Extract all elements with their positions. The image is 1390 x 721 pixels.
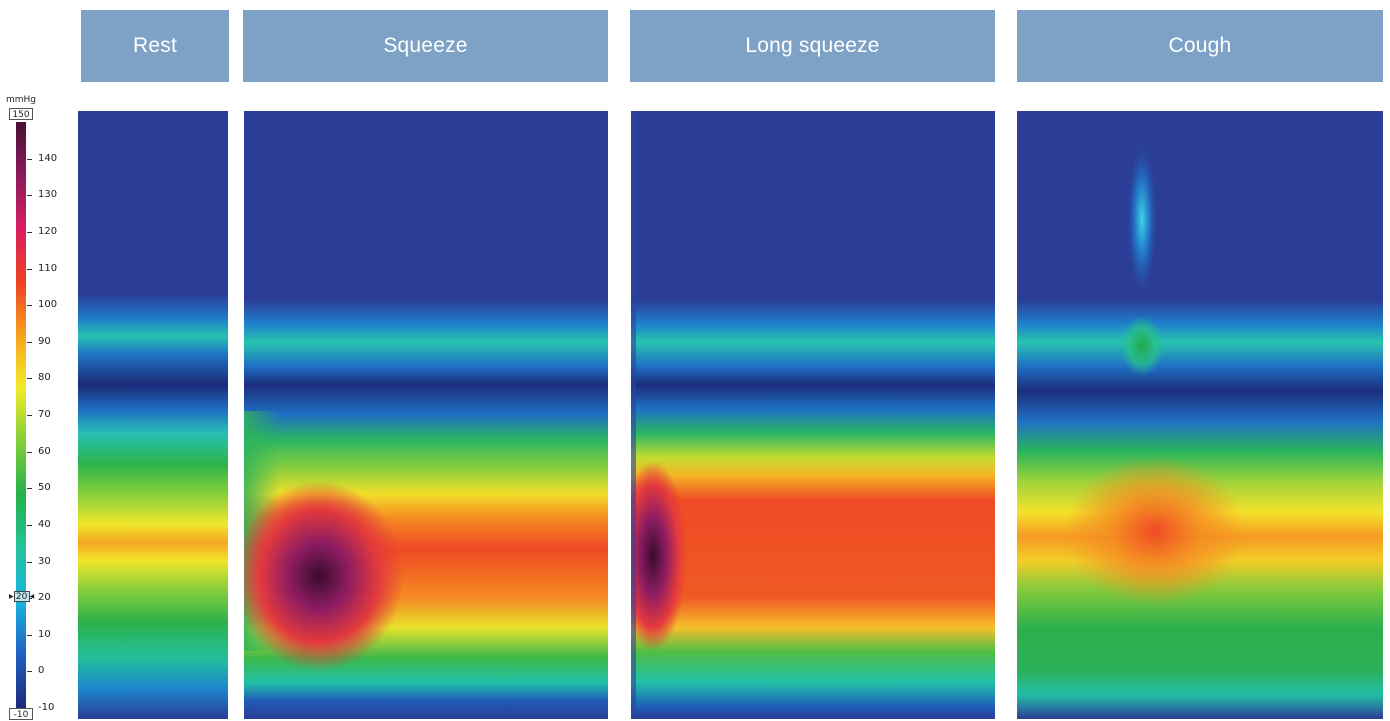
colorbar-tick-label: 100 (38, 299, 58, 311)
colorbar-tick-mark (27, 524, 32, 526)
heatmap-cough (1017, 111, 1383, 719)
colorbar-tick-label: 50 (38, 482, 51, 494)
colorbar-tick-label: 130 (38, 189, 58, 201)
colorbar-tick-mark (27, 415, 32, 416)
colorbar-tick-mark (27, 488, 32, 490)
colorbar-tick-mark (27, 305, 32, 307)
header-cough-label: Cough (1168, 34, 1232, 57)
colorbar-tick-mark (27, 195, 32, 197)
colorbar-marker[interactable]: ▶ 20 ◀ (9, 591, 34, 602)
colorbar-tick-label: 120 (38, 225, 58, 237)
heatmap-rest (78, 111, 228, 719)
marker-right-arrow-icon: ◀ (29, 593, 35, 600)
header-rest-label: Rest (133, 34, 177, 57)
colorbar-max-box[interactable]: 150 (9, 108, 33, 120)
colorbar-marker-value: 20 (13, 591, 30, 602)
header-cough: Cough (1017, 10, 1383, 82)
marker-left-arrow-icon: ▶ (9, 593, 14, 600)
colorbar-tick-mark (27, 378, 32, 380)
colorbar (16, 122, 26, 708)
colorbar-min-box[interactable]: -10 (9, 708, 33, 720)
colorbar-tick-label: -10 (38, 702, 55, 713)
colorbar-tick-mark (27, 231, 32, 233)
panel-squeeze (244, 111, 608, 719)
colorbar-tick-label: 0 (38, 665, 45, 677)
colorbar-tick-label: 40 (38, 518, 51, 530)
header-squeeze: Squeeze (243, 10, 608, 82)
colorbar-tick-label: 60 (38, 445, 51, 457)
colorbar-tick-label: 70 (38, 409, 51, 420)
colorbar-unit: mmHg (6, 95, 37, 105)
colorbar-tick-label: 30 (38, 555, 51, 567)
colorbar-tick-label: 10 (38, 628, 51, 640)
panel-long-squeeze (631, 111, 995, 719)
header-squeeze-label: Squeeze (383, 34, 468, 57)
colorbar-tick-label: 90 (38, 335, 51, 347)
header-rest: Rest (81, 10, 229, 82)
panel-cough (1017, 111, 1383, 719)
panel-rest (78, 111, 228, 719)
header-long-squeeze: Long squeeze (630, 10, 995, 82)
heatmap-squeeze (244, 111, 608, 719)
heatmap-long-squeeze (631, 111, 995, 719)
colorbar-tick-mark (27, 268, 32, 270)
colorbar-tick-mark (27, 561, 32, 563)
colorbar-tick-mark (27, 158, 32, 160)
colorbar-tick-mark (27, 451, 32, 453)
colorbar-tick-label: 20 (38, 592, 51, 604)
header-long-squeeze-label: Long squeeze (745, 34, 880, 57)
colorbar-tick-mark (27, 341, 32, 343)
colorbar-tick-label: 110 (38, 262, 58, 274)
colorbar-tick-label: 80 (38, 372, 51, 384)
colorbar-tick-label: 140 (38, 152, 58, 164)
colorbar-tick-mark (27, 671, 32, 673)
colorbar-tick-mark (27, 634, 32, 636)
